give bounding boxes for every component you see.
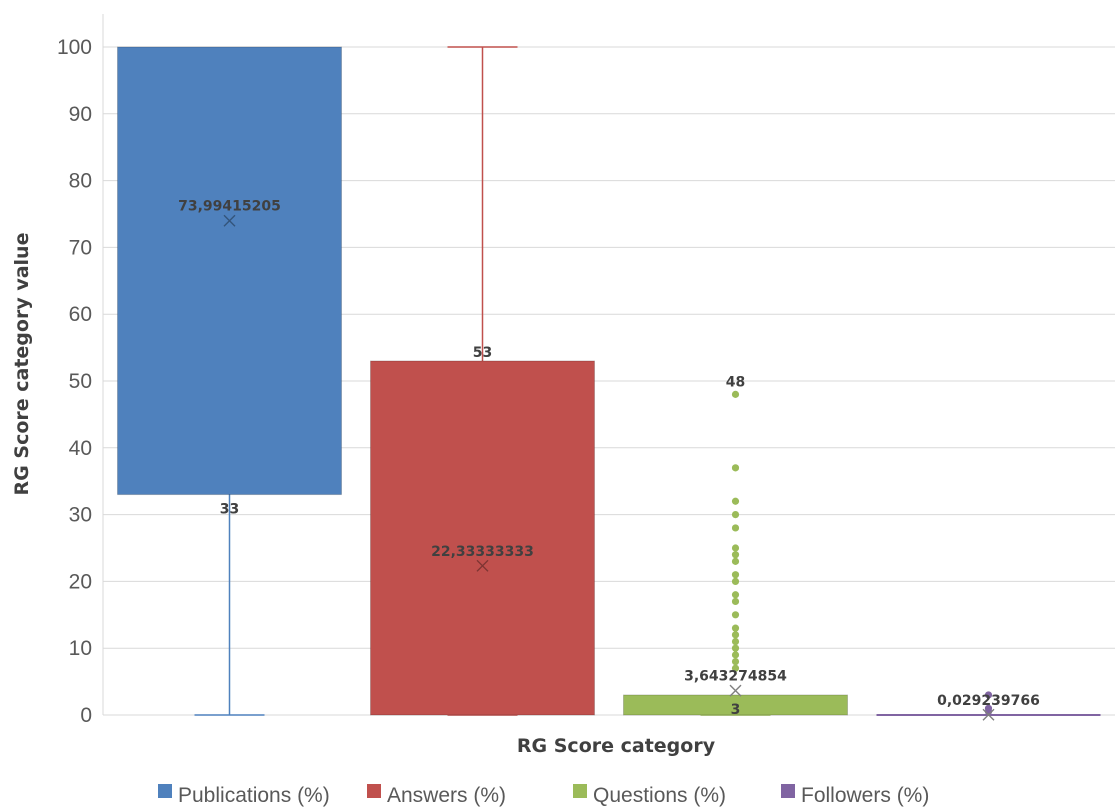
y-tick-label: 0 bbox=[80, 704, 92, 727]
legend-swatch bbox=[158, 784, 172, 798]
y-tick-label: 60 bbox=[69, 303, 92, 326]
y-tick-label: 10 bbox=[69, 637, 92, 660]
y-tick-label: 50 bbox=[69, 370, 92, 393]
y-tick-label: 20 bbox=[69, 570, 92, 593]
box-group-3 bbox=[876, 691, 1101, 721]
box-group-1 bbox=[370, 46, 595, 716]
outlier-point bbox=[731, 611, 740, 619]
legend-swatch bbox=[573, 784, 587, 798]
legend-item-3: Followers (%) bbox=[781, 784, 929, 807]
y-axis-title: RG Score category value bbox=[11, 233, 33, 496]
data-labels: 73,99415205 33 53 22,33333333 48 3,643274854 3… bbox=[178, 199, 1040, 718]
data-label: 3,643274854 bbox=[684, 669, 787, 685]
legend-label: Followers (%) bbox=[801, 784, 929, 807]
legend-swatch bbox=[781, 784, 795, 798]
outlier-point bbox=[731, 544, 740, 552]
box-group-2 bbox=[623, 390, 848, 716]
outlier-point bbox=[731, 657, 740, 666]
y-tick-label: 90 bbox=[69, 103, 92, 126]
legend-item-2: Questions (%) bbox=[573, 784, 726, 807]
y-tick-label: 40 bbox=[69, 437, 92, 460]
x-axis-title: RG Score category bbox=[517, 735, 716, 757]
data-label: 53 bbox=[473, 345, 492, 361]
y-tick-label: 30 bbox=[69, 504, 92, 527]
data-label: 3 bbox=[731, 702, 741, 718]
data-label: 73,99415205 bbox=[178, 199, 281, 215]
box-group-0 bbox=[117, 46, 342, 716]
outlier-point bbox=[731, 644, 740, 652]
mean-marker bbox=[729, 684, 742, 697]
legend-label: Questions (%) bbox=[593, 784, 726, 807]
outlier-point bbox=[731, 664, 740, 672]
outlier-point bbox=[731, 390, 740, 398]
y-tick-label: 70 bbox=[69, 236, 92, 259]
outlier-point bbox=[731, 497, 740, 505]
legend-swatch bbox=[367, 784, 381, 798]
data-label: 0,029239766 bbox=[937, 693, 1040, 709]
outlier-point bbox=[984, 691, 993, 699]
outlier-point bbox=[731, 557, 740, 565]
outlier-point bbox=[731, 464, 740, 472]
mean-marker bbox=[982, 708, 995, 721]
outlier-point bbox=[731, 637, 740, 646]
boxes bbox=[117, 46, 1101, 721]
outlier-point bbox=[731, 577, 740, 586]
data-label: 33 bbox=[220, 502, 239, 518]
mean-marker bbox=[476, 559, 489, 572]
outlier-point bbox=[731, 571, 740, 579]
y-tick-labels: 0 10 20 30 40 50 60 70 80 90 100 bbox=[57, 36, 92, 727]
outlier-point bbox=[731, 631, 740, 639]
data-label: 48 bbox=[726, 374, 745, 390]
y-tick-label: 80 bbox=[69, 170, 92, 193]
outlier-point bbox=[731, 651, 740, 659]
legend-label: Publications (%) bbox=[178, 784, 330, 807]
legend-label: Answers (%) bbox=[387, 784, 506, 807]
outlier-point bbox=[731, 551, 740, 559]
legend: Publications (%) Answers (%) Questions (%)… bbox=[158, 784, 929, 807]
outlier-point bbox=[731, 524, 740, 532]
box-0 bbox=[117, 46, 342, 496]
legend-item-0: Publications (%) bbox=[158, 784, 330, 807]
mean-marker bbox=[223, 214, 236, 227]
outlier-point bbox=[731, 624, 740, 632]
outlier-point bbox=[731, 597, 740, 606]
legend-item-1: Answers (%) bbox=[367, 784, 506, 807]
outlier-point bbox=[731, 510, 740, 519]
outlier-point bbox=[731, 591, 740, 599]
box-1 bbox=[370, 360, 595, 716]
box-2 bbox=[623, 694, 848, 716]
data-label: 22,33333333 bbox=[431, 544, 534, 560]
y-tick-label: 100 bbox=[57, 36, 92, 59]
